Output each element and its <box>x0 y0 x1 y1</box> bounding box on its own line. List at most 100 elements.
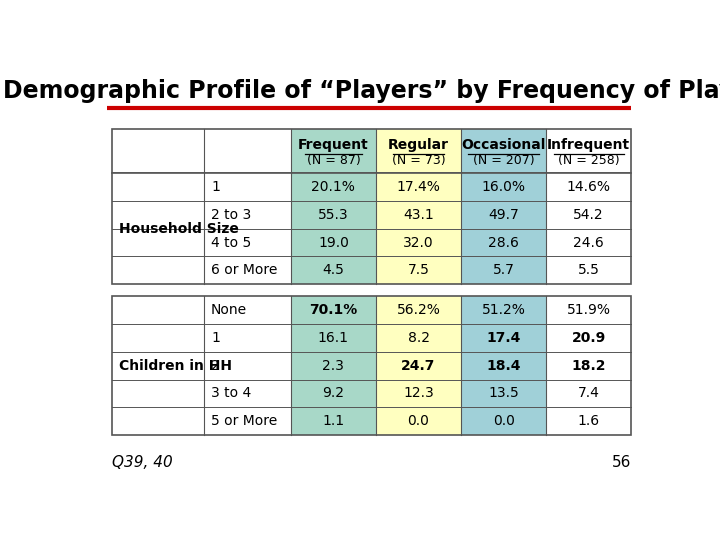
Bar <box>461 256 546 285</box>
Bar <box>546 407 631 435</box>
Bar <box>291 173 376 201</box>
Text: 55.3: 55.3 <box>318 208 348 222</box>
Bar <box>376 296 461 324</box>
Text: 20.9: 20.9 <box>572 331 606 345</box>
Text: 1: 1 <box>211 331 220 345</box>
Bar <box>112 129 631 173</box>
Bar <box>204 352 291 380</box>
Text: (N = 207): (N = 207) <box>473 154 534 167</box>
Bar <box>461 201 546 228</box>
Text: Household Size: Household Size <box>119 221 239 235</box>
Bar <box>204 173 291 201</box>
Text: 17.4: 17.4 <box>487 331 521 345</box>
Bar <box>112 173 631 285</box>
Text: 2 to 3: 2 to 3 <box>211 208 251 222</box>
Bar <box>204 228 291 256</box>
Bar <box>376 228 461 256</box>
Text: 5.7: 5.7 <box>492 264 515 278</box>
Bar <box>546 296 631 324</box>
Bar <box>546 228 631 256</box>
Bar <box>376 352 461 380</box>
Bar <box>376 407 461 435</box>
Bar <box>112 256 204 285</box>
Text: 19.0: 19.0 <box>318 235 349 249</box>
Text: 12.3: 12.3 <box>403 387 434 401</box>
Text: 9.2: 9.2 <box>323 387 344 401</box>
Bar <box>461 173 546 201</box>
Text: 56: 56 <box>612 455 631 470</box>
Bar <box>546 380 631 407</box>
Bar <box>461 407 546 435</box>
Bar <box>112 380 204 407</box>
Bar <box>204 407 291 435</box>
Text: Regular: Regular <box>388 138 449 152</box>
Bar <box>204 201 291 228</box>
Text: 13.5: 13.5 <box>488 387 519 401</box>
Text: 0.0: 0.0 <box>408 414 429 428</box>
Text: 7.5: 7.5 <box>408 264 429 278</box>
Bar <box>291 228 376 256</box>
Bar <box>546 352 631 380</box>
Text: 4 to 5: 4 to 5 <box>211 235 251 249</box>
Bar <box>204 296 291 324</box>
Text: 54.2: 54.2 <box>573 208 604 222</box>
Bar <box>461 296 546 324</box>
Bar <box>546 173 631 201</box>
Bar <box>112 173 204 201</box>
Bar <box>291 256 376 285</box>
Bar <box>546 324 631 352</box>
Bar <box>291 380 376 407</box>
Text: 24.7: 24.7 <box>401 359 436 373</box>
Text: 24.6: 24.6 <box>573 235 604 249</box>
Bar <box>112 296 631 435</box>
Text: 8.2: 8.2 <box>408 331 430 345</box>
Text: Frequent: Frequent <box>298 138 369 152</box>
Bar <box>546 201 631 228</box>
Text: (N = 258): (N = 258) <box>558 154 619 167</box>
Text: 5.5: 5.5 <box>577 264 600 278</box>
Text: 16.1: 16.1 <box>318 331 349 345</box>
Text: Q39, 40: Q39, 40 <box>112 455 173 470</box>
Bar <box>291 129 376 173</box>
Bar <box>204 380 291 407</box>
Text: 56.2%: 56.2% <box>397 303 441 317</box>
Text: 51.9%: 51.9% <box>567 303 611 317</box>
Text: 18.4: 18.4 <box>487 359 521 373</box>
Text: 14.6%: 14.6% <box>567 180 611 194</box>
Bar <box>112 407 204 435</box>
Bar <box>112 352 204 380</box>
Text: 1: 1 <box>211 180 220 194</box>
Text: Demographic Profile of “Players” by Frequency of Play: Demographic Profile of “Players” by Freq… <box>4 79 720 103</box>
Text: 2: 2 <box>211 359 220 373</box>
Bar <box>376 380 461 407</box>
Text: 3 to 4: 3 to 4 <box>211 387 251 401</box>
Text: 43.1: 43.1 <box>403 208 434 222</box>
Bar <box>461 228 546 256</box>
Text: (N = 87): (N = 87) <box>307 154 360 167</box>
Text: 4.5: 4.5 <box>323 264 344 278</box>
Text: 7.4: 7.4 <box>577 387 600 401</box>
Bar <box>376 324 461 352</box>
Text: 20.1%: 20.1% <box>312 180 356 194</box>
Bar <box>461 352 546 380</box>
Bar <box>204 256 291 285</box>
Bar <box>376 173 461 201</box>
Bar <box>291 352 376 380</box>
Bar <box>461 380 546 407</box>
Bar <box>112 228 204 256</box>
Text: Occasional: Occasional <box>462 138 546 152</box>
Bar <box>112 324 204 352</box>
Text: 1.1: 1.1 <box>323 414 344 428</box>
Bar <box>204 324 291 352</box>
Text: 17.4%: 17.4% <box>397 180 441 194</box>
Bar <box>546 129 631 173</box>
Bar <box>291 296 376 324</box>
Bar <box>112 129 291 173</box>
Text: 32.0: 32.0 <box>403 235 434 249</box>
Bar <box>376 201 461 228</box>
Text: 16.0%: 16.0% <box>482 180 526 194</box>
Bar <box>461 324 546 352</box>
Text: 5 or More: 5 or More <box>211 414 277 428</box>
Text: None: None <box>211 303 247 317</box>
Bar <box>376 256 461 285</box>
